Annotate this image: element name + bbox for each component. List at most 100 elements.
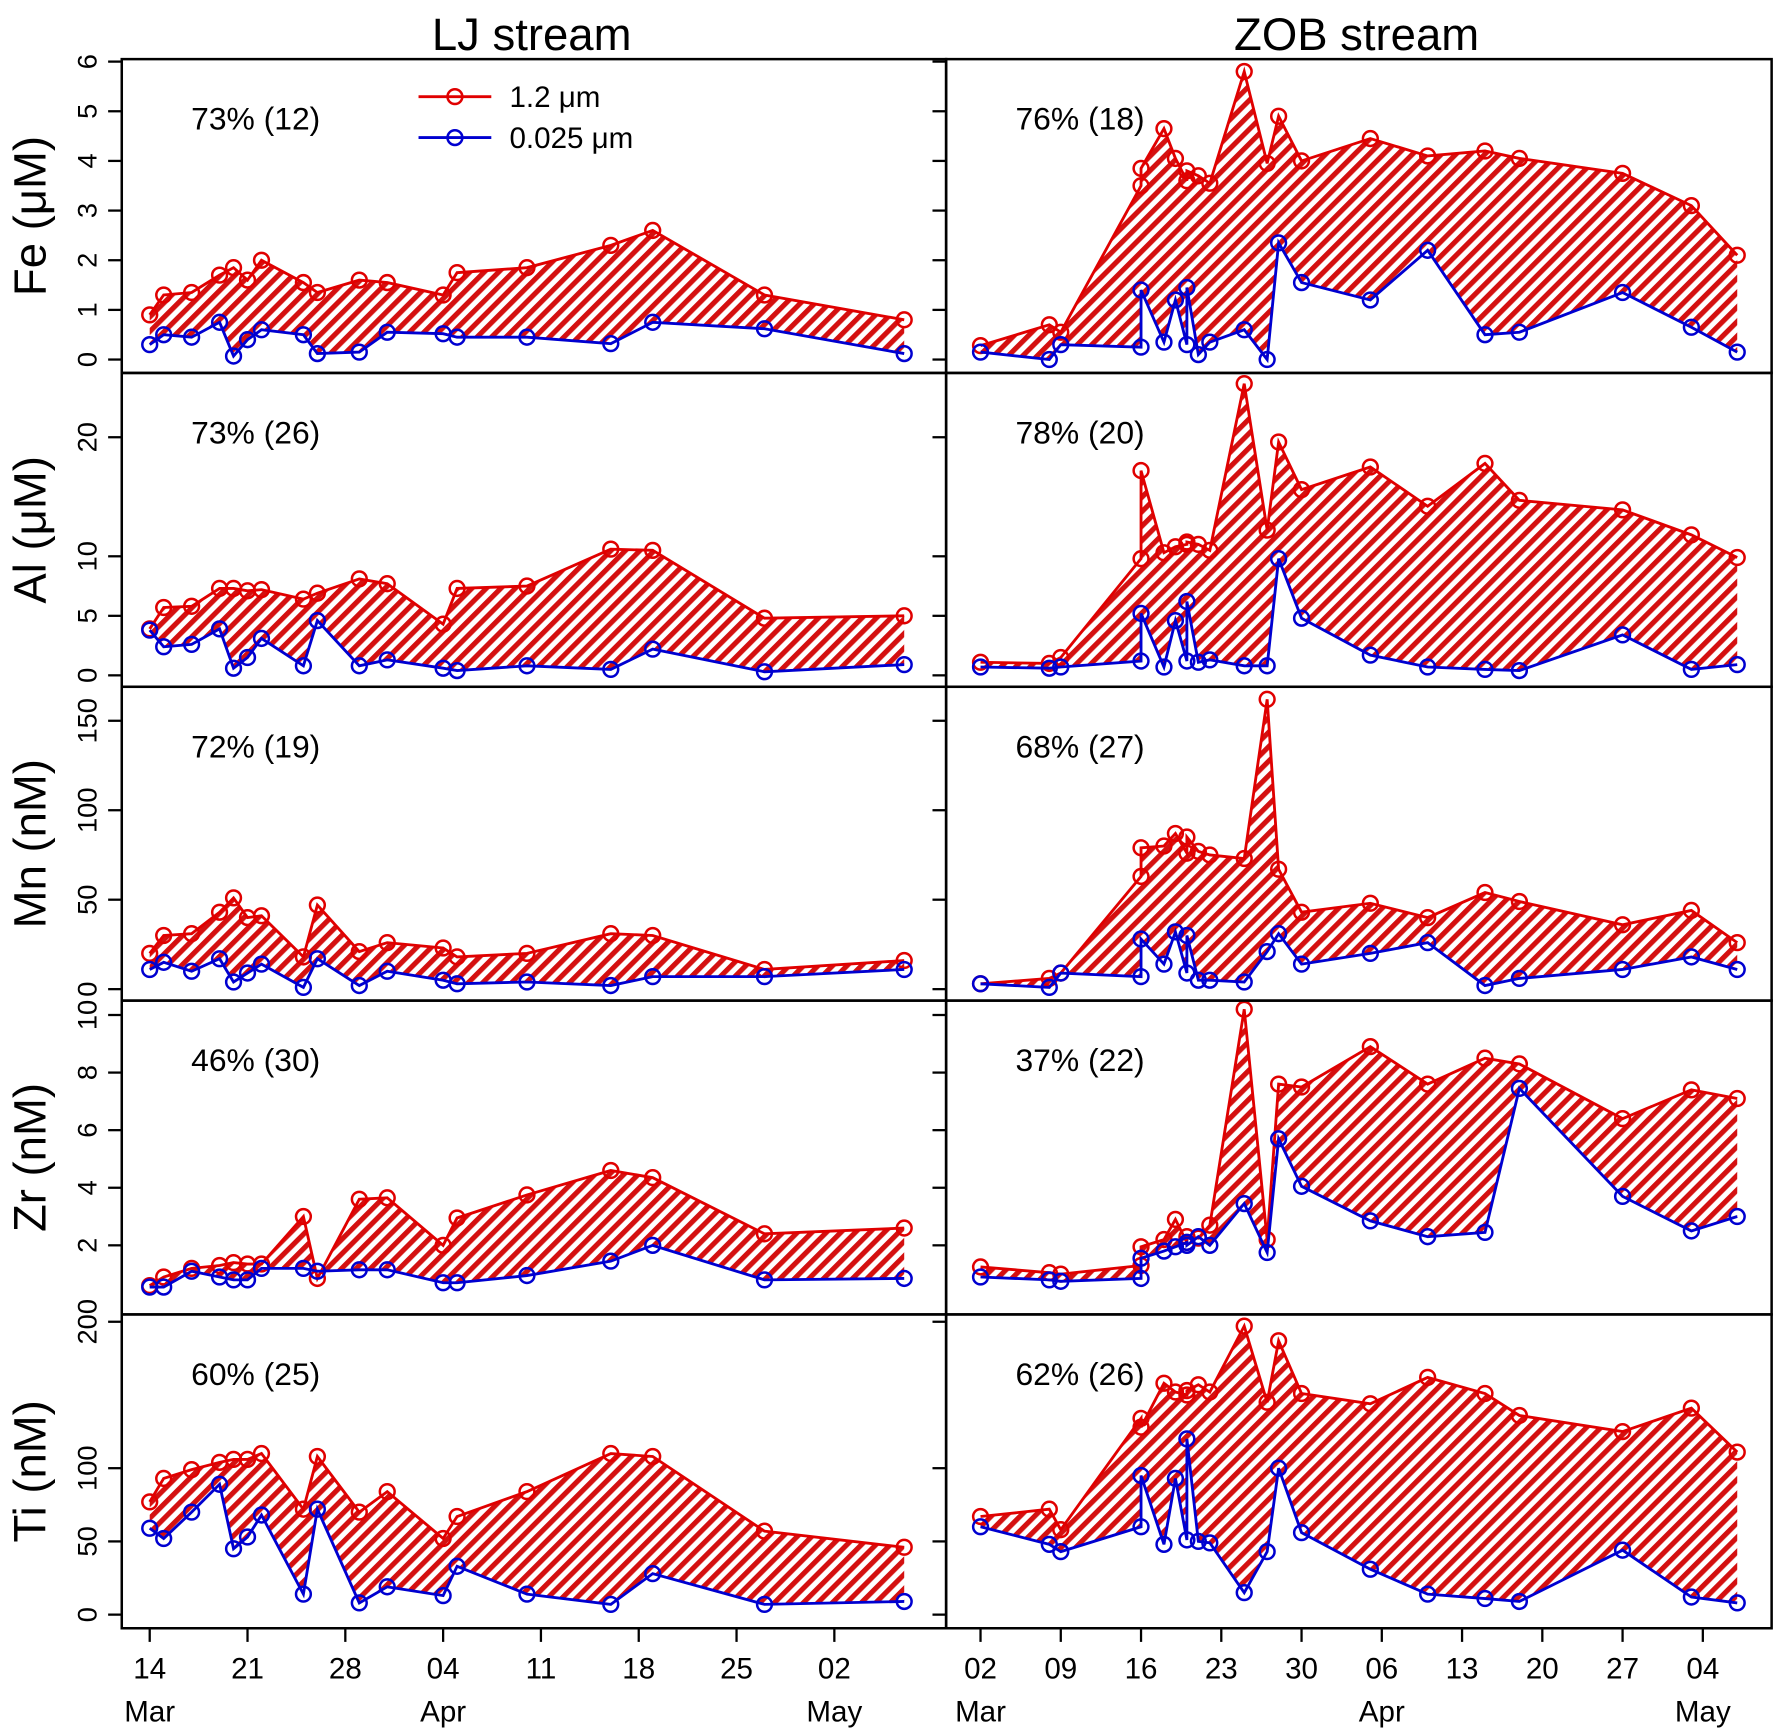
data-point	[1132, 1269, 1150, 1288]
data-point	[378, 1482, 396, 1501]
data-point	[1728, 655, 1746, 674]
data-point	[602, 1252, 620, 1270]
series-line	[980, 383, 1738, 665]
data-point	[182, 328, 201, 346]
data-point	[1166, 1238, 1185, 1256]
data-point	[448, 948, 466, 966]
data-point	[155, 286, 173, 304]
data-point	[1613, 1422, 1632, 1441]
data-point	[1201, 1236, 1219, 1254]
data-point	[1269, 1332, 1288, 1350]
data-point	[1292, 273, 1311, 292]
data-point	[1269, 433, 1288, 451]
data-point	[141, 1493, 159, 1511]
panel: 68% (27)	[932, 685, 1773, 1002]
data-point	[238, 648, 257, 667]
data-point	[1510, 1055, 1529, 1073]
annotation: 73% (26)	[191, 414, 320, 450]
data-point	[1258, 657, 1276, 675]
data-point	[1269, 234, 1288, 252]
data-point	[1682, 1399, 1701, 1417]
data-point	[1269, 925, 1288, 943]
data-point	[350, 1190, 368, 1208]
data-point	[294, 657, 313, 675]
data-point	[378, 962, 396, 980]
data-point	[141, 1519, 159, 1537]
data-point	[1040, 350, 1058, 369]
y-tick-label: 5	[72, 104, 103, 119]
data-point	[1189, 345, 1208, 364]
data-point	[1361, 291, 1379, 309]
data-point	[1132, 177, 1150, 195]
data-point	[141, 306, 159, 324]
data-point	[602, 540, 620, 558]
month-label: Mar	[955, 1695, 1006, 1728]
data-point	[602, 236, 620, 254]
data-point	[1052, 336, 1070, 354]
data-point	[155, 598, 173, 617]
data-point	[518, 1482, 536, 1501]
data-point	[224, 889, 243, 907]
data-point	[518, 259, 536, 277]
data-point	[644, 1169, 662, 1187]
data-point	[448, 1557, 466, 1575]
data-point	[755, 609, 774, 627]
data-point	[252, 580, 271, 599]
data-point	[1166, 149, 1185, 168]
data-point	[448, 264, 466, 282]
hatched-area	[149, 1453, 905, 1605]
data-point	[1728, 1089, 1746, 1108]
data-point	[238, 1271, 257, 1289]
data-point	[1510, 661, 1529, 680]
data-point	[1132, 604, 1150, 623]
data-point	[294, 1585, 313, 1603]
data-point	[971, 1507, 990, 1526]
data-point	[448, 328, 466, 346]
annotation: 72% (19)	[191, 728, 320, 764]
data-point	[1132, 867, 1150, 886]
data-point	[308, 950, 327, 968]
data-point	[1166, 1469, 1185, 1488]
data-point	[141, 336, 159, 354]
data-point	[1728, 933, 1746, 952]
data-point	[1052, 964, 1070, 982]
data-point	[182, 597, 201, 615]
data-point	[1052, 648, 1070, 667]
data-point	[224, 1540, 243, 1558]
panel: 0 5 10 20 Al (μM) 73% (26)	[5, 371, 948, 689]
data-point	[602, 1161, 620, 1180]
y-tick-label: 5	[72, 608, 103, 623]
data-point	[1292, 903, 1311, 921]
x-tick-label: 11	[526, 1652, 557, 1685]
data-point	[971, 975, 990, 993]
y-tick-label: 50	[72, 1526, 103, 1556]
annotation: 68% (27)	[1015, 728, 1144, 764]
data-point	[971, 343, 990, 361]
data-point	[155, 1278, 173, 1296]
data-point	[1155, 1242, 1173, 1260]
data-point	[294, 978, 313, 997]
data-point	[378, 323, 396, 341]
data-point	[1613, 626, 1632, 644]
data-point	[1132, 967, 1150, 986]
data-point	[1510, 1592, 1529, 1611]
data-point	[895, 344, 913, 363]
data-point	[1510, 892, 1529, 911]
x-tick-label: 02	[964, 1652, 997, 1685]
data-point	[448, 1209, 466, 1227]
data-point	[1419, 497, 1437, 515]
data-point	[1728, 246, 1746, 264]
data-point	[1132, 1518, 1150, 1536]
data-point	[1419, 1228, 1437, 1246]
x-tick-label: 13	[1446, 1652, 1479, 1685]
data-point	[1235, 657, 1253, 675]
y-tick-label: 6	[72, 1123, 103, 1138]
data-point	[1178, 828, 1196, 846]
data-point	[434, 286, 452, 304]
data-point	[1419, 1075, 1437, 1093]
y-tick-label: 20	[72, 422, 103, 452]
data-point	[224, 973, 243, 991]
data-point	[1178, 1531, 1196, 1549]
data-point	[1613, 1187, 1632, 1206]
